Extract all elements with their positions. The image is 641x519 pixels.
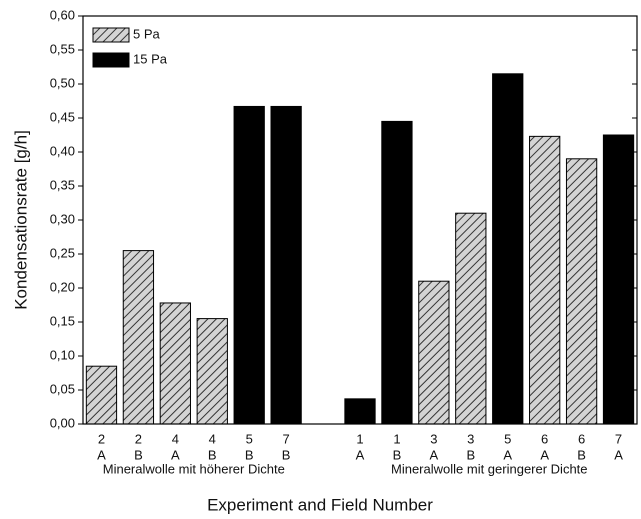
y-tick-label: 0,05 xyxy=(50,381,75,396)
x-tick-label: 4 xyxy=(172,431,179,446)
bar xyxy=(122,250,155,425)
x-tick-label: A xyxy=(503,447,512,462)
bar xyxy=(381,120,413,425)
legend-label: 15 Pa xyxy=(133,51,168,66)
x-tick-label: 7 xyxy=(615,431,622,446)
y-tick-label: 0,40 xyxy=(50,143,75,158)
bar xyxy=(492,73,524,425)
x-tick-label: 1 xyxy=(356,431,363,446)
bar xyxy=(418,280,450,425)
x-tick-label: B xyxy=(134,447,143,462)
bar xyxy=(270,105,302,425)
x-axis-title: Experiment and Field Number xyxy=(207,495,433,514)
x-tick-label: A xyxy=(430,447,439,462)
x-tick-label: B xyxy=(208,447,217,462)
x-tick-label: 5 xyxy=(504,431,511,446)
x-tick-label: 6 xyxy=(541,431,548,446)
x-tick-label: A xyxy=(540,447,549,462)
legend-swatch xyxy=(92,52,130,68)
y-tick-label: 0,45 xyxy=(50,109,75,124)
y-tick-label: 0,35 xyxy=(50,177,75,192)
bar xyxy=(529,135,561,425)
x-tick-label: 7 xyxy=(283,431,290,446)
x-tick-label: A xyxy=(97,447,106,462)
x-tick-label: 3 xyxy=(467,431,474,446)
bar xyxy=(159,302,191,425)
x-tick-label: B xyxy=(393,447,402,462)
x-tick-label: B xyxy=(245,447,254,462)
x-tick-label: B xyxy=(577,447,586,462)
x-tick-label: 5 xyxy=(246,431,253,446)
group-label: Mineralwolle mit geringerer Dichte xyxy=(391,461,588,476)
y-axis-title: Kondensationsrate [g/h] xyxy=(11,130,30,310)
x-tick-label: B xyxy=(466,447,475,462)
y-tick-label: 0,25 xyxy=(50,245,75,260)
y-tick-label: 0,00 xyxy=(50,415,75,430)
x-tick-label: 2 xyxy=(98,431,105,446)
bar xyxy=(602,134,635,425)
bar xyxy=(196,318,228,425)
y-tick-label: 0,60 xyxy=(50,7,75,22)
group-label: Mineralwolle mit höherer Dichte xyxy=(103,461,285,476)
bar xyxy=(344,398,376,425)
y-tick-label: 0,15 xyxy=(50,313,75,328)
plot-frame xyxy=(82,15,638,425)
legend-label: 5 Pa xyxy=(133,26,161,41)
x-tick-label: A xyxy=(171,447,180,462)
bar xyxy=(85,365,118,425)
bar xyxy=(455,212,487,425)
x-tick-label: A xyxy=(614,447,623,462)
x-tick-label: 3 xyxy=(430,431,437,446)
x-tick-label: 6 xyxy=(578,431,585,446)
y-tick-label: 0,10 xyxy=(50,347,75,362)
x-tick-label: A xyxy=(356,447,365,462)
x-tick-label: 1 xyxy=(393,431,400,446)
x-tick-label: B xyxy=(282,447,291,462)
bar xyxy=(565,158,598,425)
x-tick-label: 4 xyxy=(209,431,216,446)
y-tick-label: 0,30 xyxy=(50,211,75,226)
y-tick-label: 0,50 xyxy=(50,75,75,90)
y-tick-label: 0,20 xyxy=(50,279,75,294)
x-tick-label: 2 xyxy=(135,431,142,446)
legend-swatch xyxy=(92,27,130,43)
y-tick-label: 0,55 xyxy=(50,41,75,56)
bar xyxy=(233,105,265,425)
